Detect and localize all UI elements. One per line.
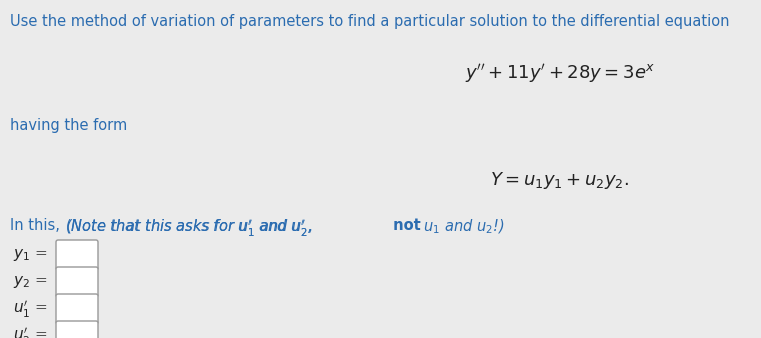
Text: $y_2$ =: $y_2$ = (14, 274, 48, 290)
Text: $u_1'$ =: $u_1'$ = (13, 298, 48, 319)
FancyBboxPatch shape (56, 240, 98, 270)
Text: having the form: having the form (10, 118, 127, 133)
Text: not: not (388, 218, 421, 233)
Text: $y_1$ =: $y_1$ = (14, 247, 48, 263)
Text: (Note that this asks for $u_1'$ and $u_2'$,: (Note that this asks for $u_1'$ and $u_2… (65, 218, 312, 239)
Text: $(Note\ that\ this\ asks\ for\ u_1'\ and\ u_2',$: $(Note\ that\ this\ asks\ for\ u_1'\ and… (65, 218, 313, 239)
FancyBboxPatch shape (56, 267, 98, 297)
Text: $Y = u_1 y_1 + u_2 y_2.$: $Y = u_1 y_1 + u_2 y_2.$ (490, 170, 629, 191)
Text: $y'' + 11y' + 28y = 3e^{x}$: $y'' + 11y' + 28y = 3e^{x}$ (465, 62, 655, 85)
Text: $u_2'$ =: $u_2'$ = (13, 325, 48, 338)
Text: $u_1$ and $u_2$!): $u_1$ and $u_2$!) (419, 218, 505, 236)
Text: In this,: In this, (10, 218, 65, 233)
FancyBboxPatch shape (56, 294, 98, 324)
Text: Use the method of variation of parameters to find a particular solution to the d: Use the method of variation of parameter… (10, 14, 730, 29)
FancyBboxPatch shape (56, 321, 98, 338)
